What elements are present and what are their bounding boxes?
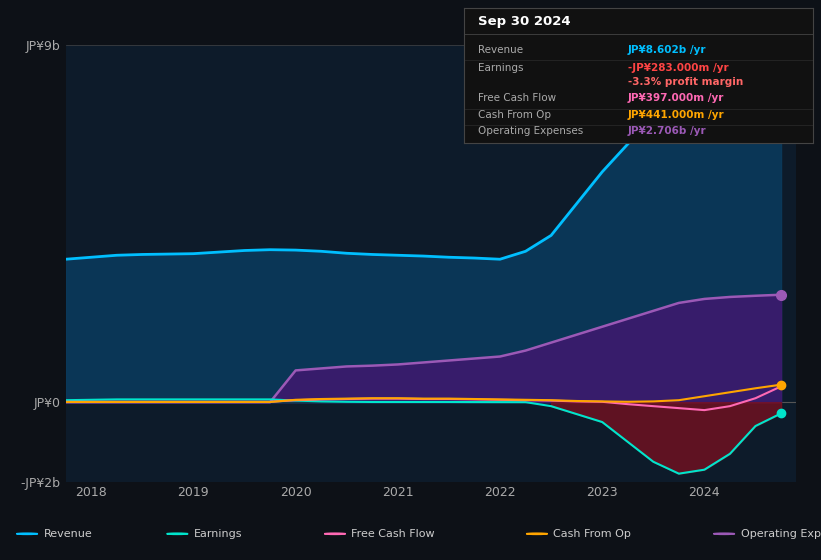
Text: JP¥2.706b /yr: JP¥2.706b /yr bbox=[628, 125, 707, 136]
Text: JP¥441.000m /yr: JP¥441.000m /yr bbox=[628, 110, 724, 120]
Circle shape bbox=[713, 533, 735, 534]
Text: -JP¥283.000m /yr: -JP¥283.000m /yr bbox=[628, 63, 728, 73]
Text: Cash From Op: Cash From Op bbox=[553, 529, 631, 539]
Text: Operating Expenses: Operating Expenses bbox=[478, 125, 583, 136]
Circle shape bbox=[167, 533, 188, 534]
Text: Revenue: Revenue bbox=[44, 529, 92, 539]
Circle shape bbox=[526, 533, 548, 534]
Text: Free Cash Flow: Free Cash Flow bbox=[351, 529, 435, 539]
Circle shape bbox=[324, 533, 346, 534]
Text: Earnings: Earnings bbox=[478, 63, 523, 73]
Text: Sep 30 2024: Sep 30 2024 bbox=[478, 15, 571, 29]
Text: Free Cash Flow: Free Cash Flow bbox=[478, 94, 556, 104]
Text: Cash From Op: Cash From Op bbox=[478, 110, 551, 120]
Text: Earnings: Earnings bbox=[194, 529, 242, 539]
Text: -3.3% profit margin: -3.3% profit margin bbox=[628, 77, 743, 87]
Circle shape bbox=[16, 533, 38, 534]
Text: JP¥8.602b /yr: JP¥8.602b /yr bbox=[628, 45, 706, 55]
Text: Operating Expenses: Operating Expenses bbox=[741, 529, 821, 539]
Text: Revenue: Revenue bbox=[478, 45, 523, 55]
Text: JP¥397.000m /yr: JP¥397.000m /yr bbox=[628, 94, 724, 104]
